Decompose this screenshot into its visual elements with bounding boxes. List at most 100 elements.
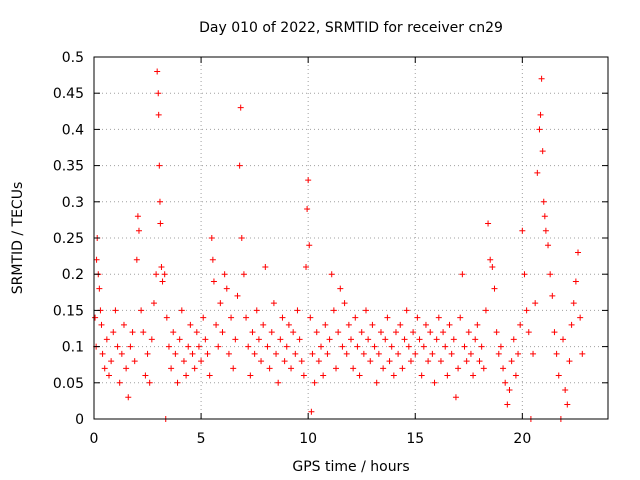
grid — [94, 57, 608, 419]
data-point — [395, 350, 402, 357]
data-point — [534, 169, 541, 176]
data-point — [452, 394, 459, 401]
data-point — [320, 372, 327, 379]
x-tick-label: 20 — [513, 431, 531, 447]
data-point — [530, 350, 537, 357]
data-point — [510, 336, 517, 343]
data-point — [292, 350, 299, 357]
data-point — [318, 343, 325, 350]
y-tick-label: 0.1 — [62, 340, 84, 356]
data-point — [108, 358, 115, 365]
y-tick-label: 0.15 — [53, 303, 84, 319]
data-point — [532, 300, 539, 307]
data-point — [506, 387, 513, 394]
data-point — [540, 198, 547, 205]
data-point — [234, 292, 241, 299]
data-point — [134, 213, 141, 220]
data-point — [92, 314, 99, 321]
data-point — [264, 343, 271, 350]
data-point — [328, 271, 335, 278]
y-tick-label: 0.4 — [62, 122, 84, 138]
data-point — [485, 220, 492, 227]
data-point — [209, 256, 216, 263]
data-point — [350, 365, 357, 372]
data-point — [283, 343, 290, 350]
data-point — [356, 372, 363, 379]
data-point — [105, 372, 112, 379]
data-point — [202, 336, 209, 343]
data-point — [348, 336, 354, 343]
data-point — [304, 206, 311, 213]
data-point — [482, 307, 489, 314]
data-point — [341, 300, 348, 307]
data-point — [114, 343, 121, 350]
data-point — [382, 336, 389, 343]
data-point — [480, 365, 487, 372]
data-point — [200, 314, 207, 321]
data-point — [523, 307, 530, 314]
data-point — [491, 285, 498, 292]
x-tick-label: 5 — [197, 431, 206, 447]
data-point — [307, 314, 314, 321]
data-point — [474, 321, 481, 328]
data-point — [495, 350, 502, 357]
data-point — [277, 336, 284, 343]
data-point — [255, 336, 262, 343]
data-point — [519, 227, 526, 234]
data-point — [159, 278, 166, 285]
data-point — [517, 321, 524, 328]
y-tick-label: 0.2 — [62, 267, 84, 283]
data-point — [176, 336, 183, 343]
data-point — [401, 336, 408, 343]
data-point — [577, 314, 584, 321]
data-point — [294, 307, 301, 314]
data-point — [135, 227, 142, 234]
data-point — [465, 329, 472, 336]
data-point — [161, 271, 168, 278]
data-point — [373, 379, 380, 386]
data-point — [120, 321, 127, 328]
data-point — [313, 329, 320, 336]
data-point — [223, 285, 230, 292]
data-point — [153, 271, 160, 278]
y-tick-label: 0 — [75, 412, 84, 428]
data-point — [170, 329, 177, 336]
data-point — [470, 372, 477, 379]
data-point — [180, 358, 187, 365]
data-point — [215, 343, 222, 350]
data-point — [273, 350, 280, 357]
data-point — [268, 329, 275, 336]
data-point — [390, 372, 397, 379]
data-point — [433, 336, 440, 343]
data-point — [185, 343, 192, 350]
data-point — [515, 350, 522, 357]
data-point — [140, 329, 147, 336]
data-point — [168, 365, 175, 372]
data-point — [198, 358, 205, 365]
data-point — [150, 300, 157, 307]
data-point — [127, 343, 134, 350]
data-point — [549, 292, 556, 299]
data-point — [472, 336, 479, 343]
data-point — [157, 220, 164, 227]
data-point — [403, 307, 410, 314]
data-point — [384, 314, 391, 321]
data-point — [455, 365, 462, 372]
y-tick-label: 0.05 — [53, 376, 84, 392]
data-point — [547, 271, 554, 278]
data-point — [260, 321, 267, 328]
y-tick-label: 0.35 — [53, 159, 84, 175]
data-point — [249, 329, 256, 336]
x-axis-label: GPS time / hours — [292, 459, 409, 475]
data-point — [435, 314, 442, 321]
data-point — [333, 365, 340, 372]
data-point — [309, 350, 316, 357]
data-point — [230, 365, 237, 372]
data-point — [450, 336, 457, 343]
data-point — [99, 350, 106, 357]
data-point — [525, 329, 532, 336]
data-point — [568, 321, 575, 328]
data-point — [500, 365, 507, 372]
